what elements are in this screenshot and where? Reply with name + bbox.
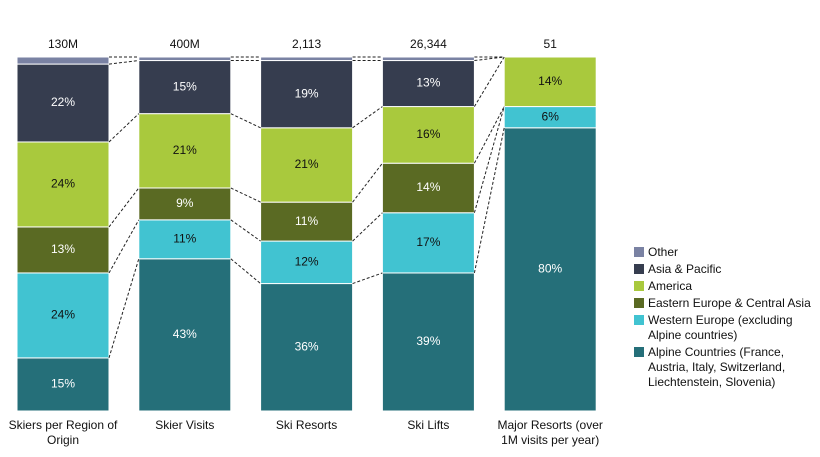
data-label: 80% [538,262,562,276]
bar-segment [138,60,232,115]
bar-segment [381,272,475,412]
data-label: 13% [416,76,440,90]
connector [352,212,383,242]
connector [474,56,505,62]
legend-label: Eastern Europe & Central Asia [648,296,811,310]
x-tick-label: Skiers per Region of Origin [8,418,118,447]
x-tick-label: Skier Visits [155,418,215,432]
legend-item: Western Europe (excluding Alpine countri… [634,313,816,343]
bar-segment [260,283,354,412]
data-label: 16% [416,127,440,141]
connector [473,106,505,213]
connector [230,258,261,284]
connector [108,60,139,65]
total-label: 51 [544,37,558,51]
data-label: 21% [295,157,319,171]
data-label: 9% [176,196,194,210]
bar-segment [16,63,110,143]
legend-label: Other [648,245,679,259]
bar-segment [503,127,597,412]
connector [230,187,261,203]
data-label: 12% [295,254,319,268]
legend-label: America [648,279,693,293]
connector [473,56,505,107]
connector [108,258,140,359]
legend-label: Asia & Pacific [648,262,722,276]
total-label: 400M [170,37,200,51]
connector [352,272,383,285]
bar-segment [138,187,232,221]
legend-item: Asia & Pacific [634,262,816,277]
bar-segment [260,56,354,62]
legend-swatch [634,247,644,257]
bar-segment [381,60,475,108]
legend-swatch [634,264,644,274]
connector [473,106,505,164]
data-label: 11% [295,214,318,228]
connector [352,106,383,129]
bar-segment [138,56,232,62]
bar-segment [16,272,110,359]
bar-segment [16,357,110,412]
x-tick-label: Major Resorts (over 1M visits per year) [497,418,603,447]
connector [230,113,261,129]
data-label: 6% [542,109,560,123]
data-label: 15% [51,377,75,391]
data-label: 24% [51,308,75,322]
legend-item: America [634,279,816,294]
bar-segment [381,212,475,274]
data-label: 11% [173,231,196,245]
connector [108,187,140,228]
legend: Other Asia & Pacific America Eastern Europe… [634,245,816,392]
bar-segment [260,127,354,203]
data-label: 22% [51,95,75,109]
x-tick-label: Ski Lifts [407,418,450,432]
bar-segment [138,113,232,189]
total-label: 26,344 [410,37,447,51]
total-label: 130M [48,37,78,51]
data-label: 43% [173,327,197,341]
connector [108,219,140,274]
connector [230,219,261,242]
data-label: 13% [51,242,75,256]
bar-segment [381,162,475,214]
legend-label: Alpine Countries (France, Austria, Italy… [648,345,786,389]
data-label: 21% [173,143,197,157]
data-label: 36% [295,339,319,353]
total-label: 2,113 [292,37,321,51]
legend-item: Alpine Countries (France, Austria, Italy… [634,345,816,390]
bar-segment [381,106,475,164]
connector [352,162,383,203]
legend-label: Western Europe (excluding Alpine countri… [648,313,793,342]
bar-segment [260,60,354,129]
bar-segment [138,219,232,260]
data-label: 14% [538,74,562,88]
data-label: 17% [416,235,440,249]
bar-segment [138,258,232,412]
legend-swatch [634,347,644,357]
legend-swatch [634,315,644,325]
data-label: 19% [295,86,319,100]
bar-segment [16,56,110,65]
data-label: 39% [416,334,440,348]
bar-segment [381,56,475,62]
x-tick-label: Ski Resorts [275,418,338,432]
bar-segment [503,56,597,108]
legend-item: Other [634,245,816,260]
data-label: 24% [51,177,75,191]
legend-swatch [634,281,644,291]
bar-segment [260,201,354,242]
bar-segment [260,240,354,285]
data-label: 14% [416,180,440,194]
connector [108,113,140,143]
connector [473,127,505,274]
bar-segment [16,226,110,274]
data-label: 15% [173,79,197,93]
legend-item: Eastern Europe & Central Asia [634,296,816,311]
legend-swatch [634,298,644,308]
